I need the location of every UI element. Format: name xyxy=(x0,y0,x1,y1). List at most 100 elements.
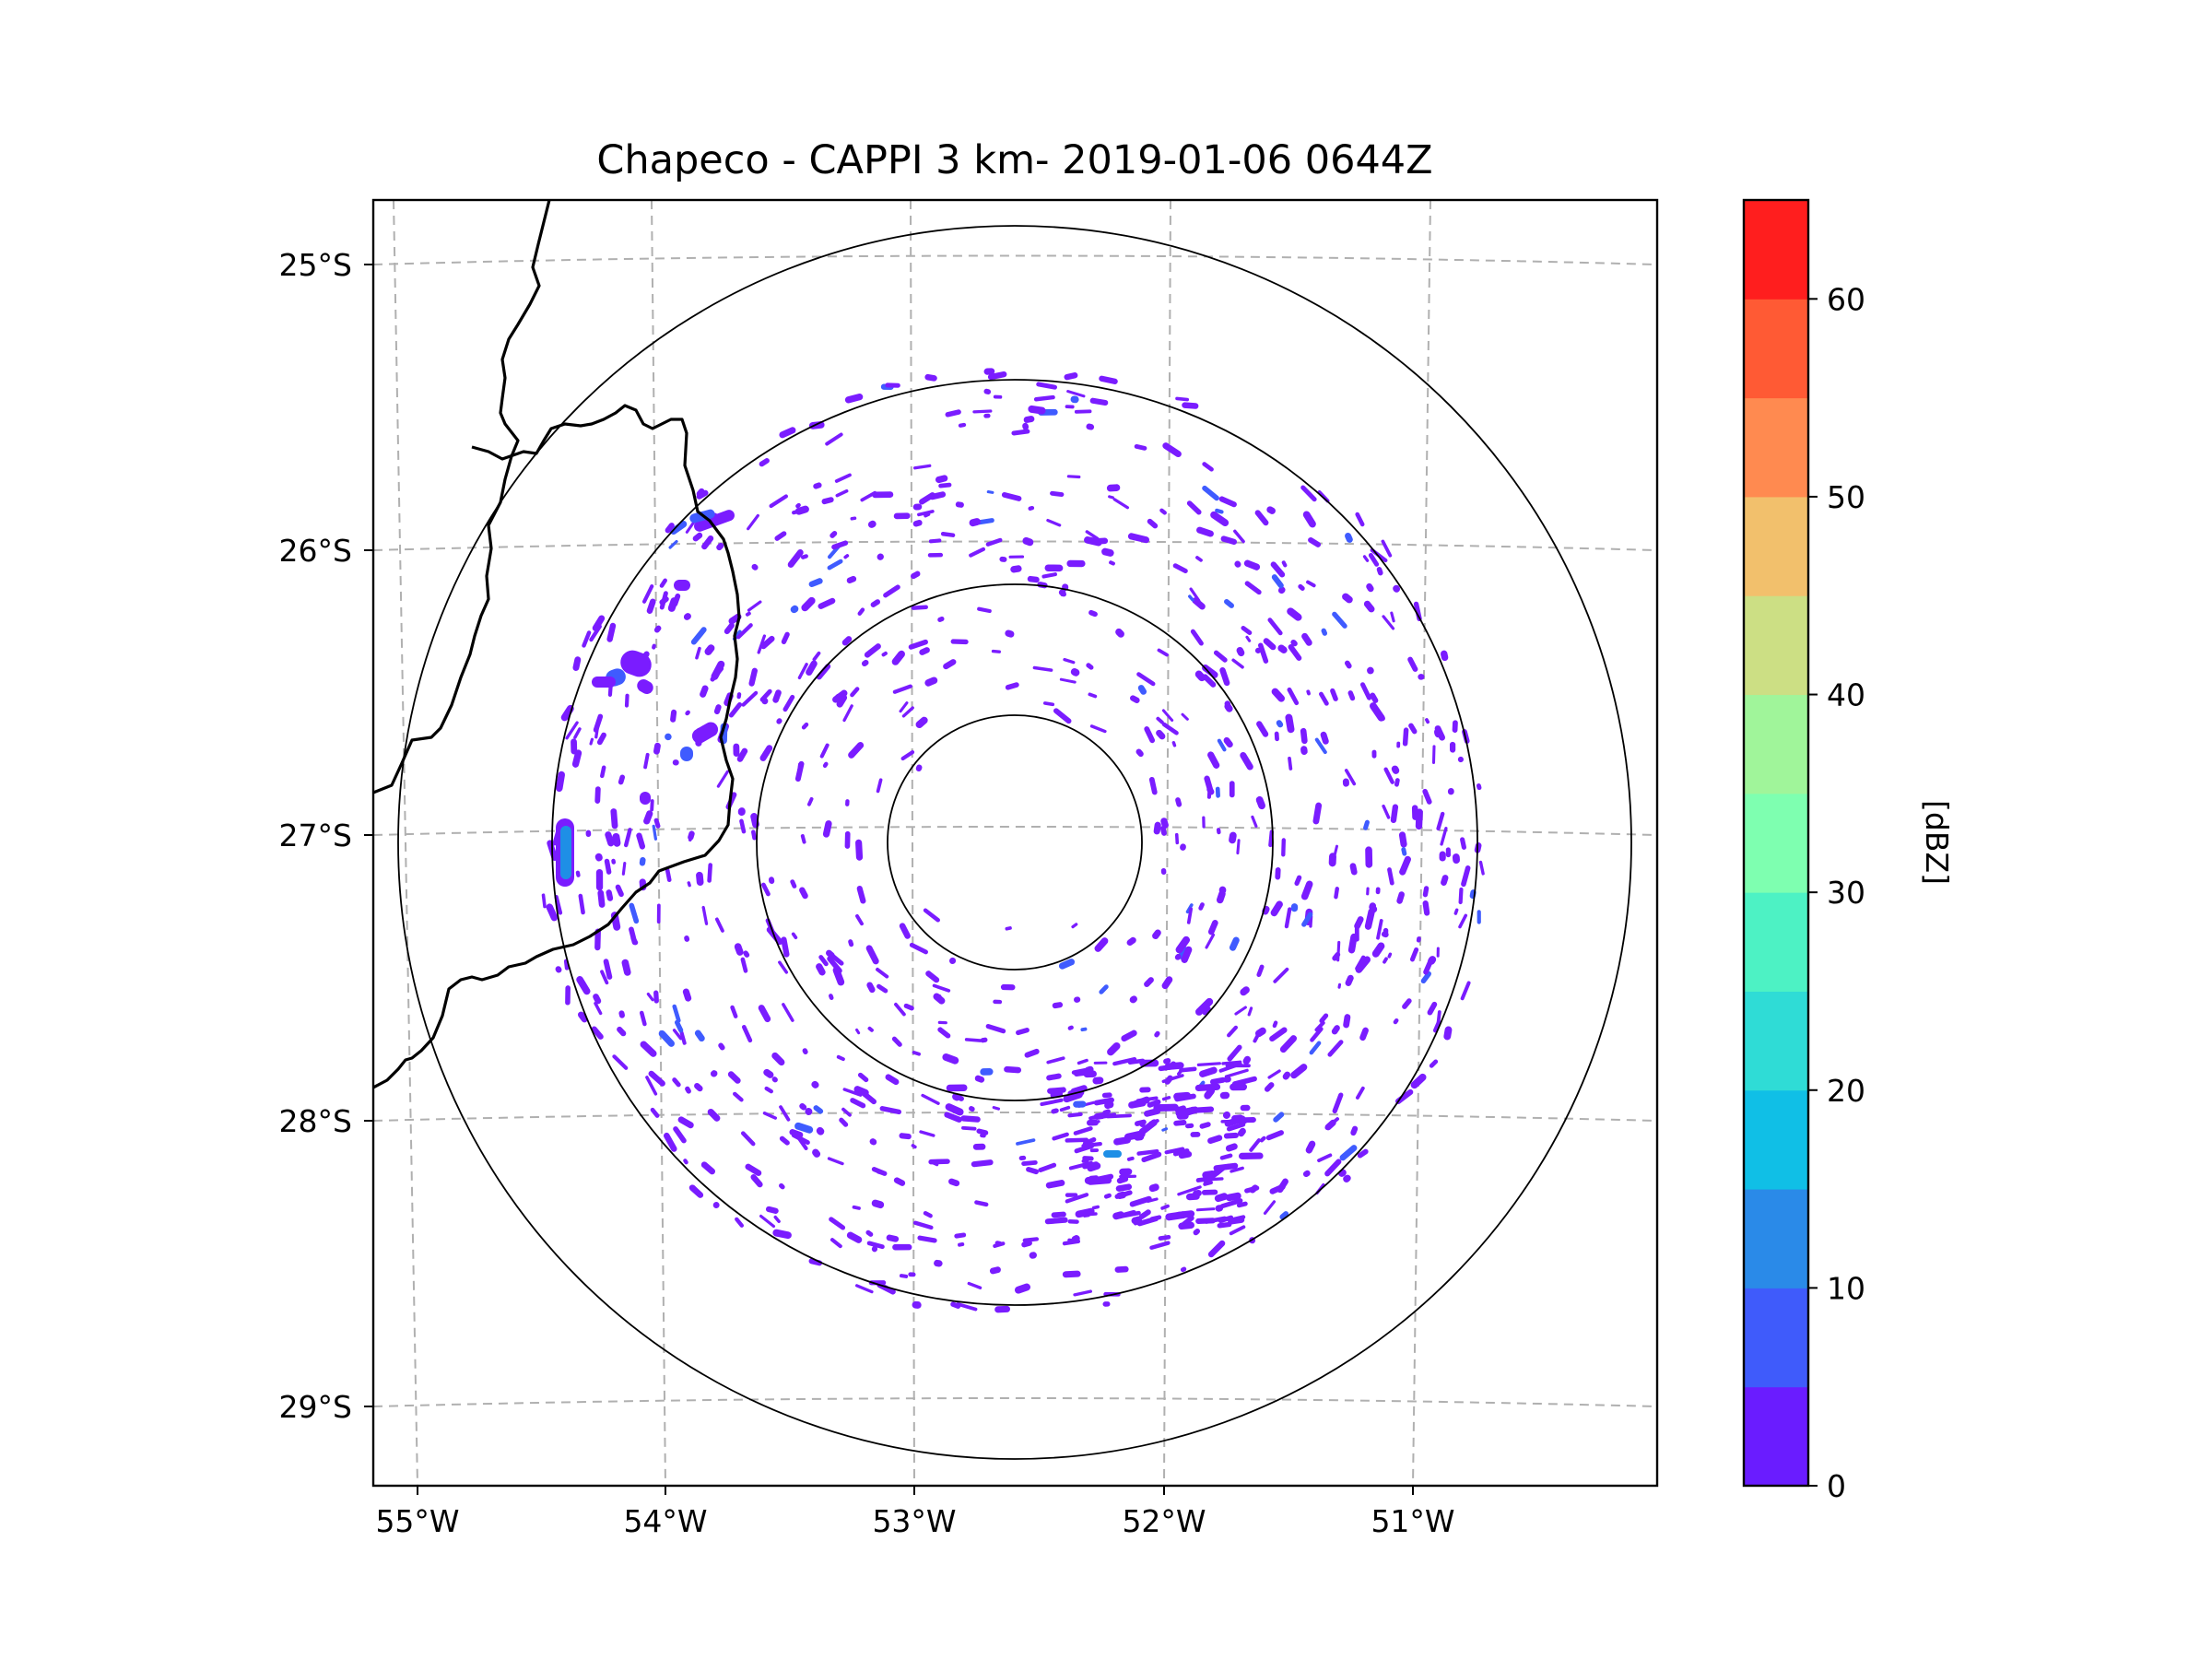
echo-cell xyxy=(565,985,571,1006)
echo-cell xyxy=(761,882,771,897)
echo-cell xyxy=(1162,442,1182,458)
echo-cell xyxy=(1144,726,1156,744)
echo-cell xyxy=(1160,867,1167,876)
echo-cell xyxy=(813,482,822,489)
echo-cell xyxy=(1045,1180,1065,1189)
echo-cell xyxy=(1202,674,1217,688)
echo-cell xyxy=(1189,587,1201,603)
echo-cell xyxy=(1229,1225,1246,1236)
echo-cell xyxy=(1172,1148,1190,1157)
echo-cell xyxy=(1207,751,1220,769)
echo-cell xyxy=(857,607,865,616)
echo-cell xyxy=(1106,1113,1132,1119)
echo-cell xyxy=(710,1070,718,1077)
echo-cell xyxy=(1327,1040,1344,1057)
echo-cell xyxy=(871,1199,885,1209)
echo-cell xyxy=(1225,1192,1241,1202)
echo-cell xyxy=(816,664,831,680)
echo-cell xyxy=(710,665,724,682)
echo-cell xyxy=(1148,776,1158,795)
echo-cell xyxy=(976,518,994,525)
echo-cell xyxy=(1026,1167,1039,1175)
echo-cell xyxy=(759,688,772,702)
echo-cell xyxy=(986,490,994,494)
echo-cell xyxy=(1306,689,1311,696)
echo-cell xyxy=(1420,971,1431,984)
echo-cell xyxy=(893,1177,906,1186)
echo-cell xyxy=(1206,1177,1224,1182)
echo-cell xyxy=(704,644,715,655)
echo-cell xyxy=(618,1010,625,1018)
echo-cell xyxy=(871,1246,878,1253)
echo-cell xyxy=(1343,1014,1351,1029)
echo-cell xyxy=(1439,851,1446,862)
echo-cell xyxy=(1375,887,1381,895)
echo-cell xyxy=(779,1135,790,1146)
echo-cell xyxy=(1192,597,1206,610)
echo-cell xyxy=(927,552,944,558)
echo-cell xyxy=(714,917,724,933)
echo-cell xyxy=(958,422,967,428)
echo-cell xyxy=(1033,394,1055,402)
echo-cell xyxy=(1381,931,1389,938)
echo-cell xyxy=(921,1093,940,1105)
echo-cell xyxy=(1112,1057,1137,1066)
echo-cell xyxy=(805,1108,813,1115)
echo-cell xyxy=(582,630,592,648)
lat-label-25s: 25°S xyxy=(279,247,352,283)
echo-cell xyxy=(827,559,843,571)
echo-cell xyxy=(1182,402,1199,409)
echo-cell xyxy=(594,786,601,804)
echo-cell xyxy=(912,519,923,527)
echo-cell xyxy=(912,1220,934,1230)
echo-cell xyxy=(912,1050,922,1056)
echo-cell xyxy=(1381,539,1393,558)
echo-cell xyxy=(1199,1122,1211,1129)
echo-cluster xyxy=(640,792,651,805)
echo-cell xyxy=(801,596,816,612)
echo-cell xyxy=(1086,423,1095,430)
colorbar-level-5 xyxy=(1744,1288,1808,1388)
echo-cell xyxy=(1320,731,1329,745)
echo-cell xyxy=(1067,1025,1074,1030)
echo-cell xyxy=(1290,1064,1308,1079)
echo-cell xyxy=(672,759,679,766)
echo-cell xyxy=(663,1132,677,1152)
echo-cluster xyxy=(694,510,735,532)
echo-cell xyxy=(816,1126,825,1135)
echo-cell xyxy=(1164,1147,1185,1155)
echo-cell xyxy=(736,747,748,762)
echo-cell xyxy=(1217,1221,1232,1229)
echo-cell xyxy=(747,513,759,531)
echo-cell xyxy=(1147,1099,1161,1108)
echo-cell xyxy=(594,1001,603,1016)
echo-cell xyxy=(1344,660,1352,669)
echo-cell xyxy=(679,1030,687,1045)
echo-cell xyxy=(1427,1001,1438,1016)
echo-cell xyxy=(1046,518,1062,527)
echo-cell xyxy=(1447,788,1454,795)
echo-cell xyxy=(1204,1216,1228,1224)
echo-cell xyxy=(789,1129,804,1138)
echo-cell xyxy=(1440,650,1449,662)
echo-cell xyxy=(1228,1217,1245,1225)
echo-cell xyxy=(1137,685,1147,695)
echo-cell xyxy=(1396,741,1401,748)
echo-cell xyxy=(1218,1062,1242,1073)
echo-cell xyxy=(1129,1195,1152,1207)
echo-cell xyxy=(1254,647,1262,653)
echo-cell xyxy=(1141,1151,1162,1163)
echo-cell xyxy=(1238,1152,1264,1159)
colorbar-level-45 xyxy=(1744,496,1808,596)
echo-cell xyxy=(1074,1144,1095,1154)
echo-cell xyxy=(778,960,789,974)
echo-cell xyxy=(901,706,914,718)
echo-cell xyxy=(683,1159,688,1165)
echo-cell xyxy=(790,879,797,888)
echo-cell xyxy=(617,1026,627,1037)
echo-cell xyxy=(937,1027,951,1039)
lon-label-53w: 53°W xyxy=(872,1503,956,1539)
echo-cell xyxy=(1205,933,1216,949)
echo-cell xyxy=(1230,1166,1244,1173)
echo-cell xyxy=(1413,601,1422,622)
